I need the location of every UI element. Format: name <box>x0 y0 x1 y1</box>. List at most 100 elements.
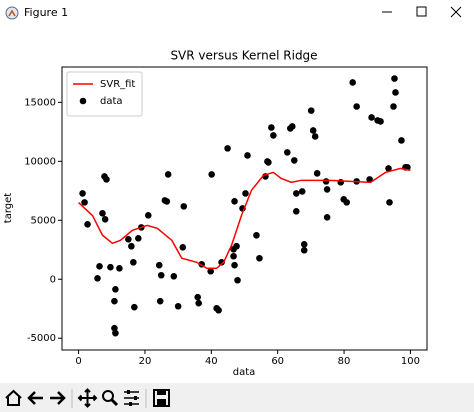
fit-line <box>78 167 411 270</box>
data-point <box>103 176 110 183</box>
data-point <box>107 263 114 271</box>
data-point <box>112 285 119 293</box>
x-tick-label: 40 <box>205 356 218 367</box>
data-point <box>309 127 317 134</box>
data-point <box>391 75 398 82</box>
data-point <box>233 242 240 250</box>
data-point <box>300 246 308 254</box>
data-point <box>323 186 331 193</box>
x-tick-label: 80 <box>338 356 351 367</box>
data-point <box>265 159 272 166</box>
app-icon <box>5 6 19 20</box>
data-point <box>111 297 118 305</box>
y-tick-label: 10000 <box>24 156 56 167</box>
maximize-button[interactable] <box>406 2 436 24</box>
title-bar <box>0 0 474 28</box>
data-point <box>96 262 103 270</box>
data-point <box>207 267 214 275</box>
data-point <box>385 165 392 172</box>
legend-label: data <box>100 96 123 107</box>
save-button[interactable] <box>151 387 172 409</box>
data-point <box>270 132 277 139</box>
data-point <box>398 137 405 144</box>
zoom-button[interactable] <box>99 387 120 409</box>
legend-label: SVR_fit <box>100 79 135 90</box>
data-point <box>135 235 142 242</box>
y-axis-label: target <box>3 193 14 223</box>
data-point <box>253 231 260 239</box>
data-point <box>288 123 296 130</box>
data-point <box>101 216 109 223</box>
data-point <box>244 152 251 159</box>
x-axis-label: data <box>233 367 256 378</box>
toolbar <box>0 383 474 412</box>
data-point <box>180 203 188 210</box>
data-point <box>268 124 275 131</box>
data-point <box>230 252 237 260</box>
data-point <box>163 198 171 205</box>
minimize-button[interactable] <box>372 2 402 24</box>
data-point <box>224 145 231 152</box>
x-tick-label: 20 <box>139 356 152 367</box>
pan-button[interactable] <box>77 387 98 409</box>
data-point <box>292 190 300 197</box>
data-point <box>111 324 118 332</box>
data-point <box>307 107 315 114</box>
legend-box <box>66 71 143 117</box>
data-point <box>322 178 330 185</box>
window-title: Figure 1 <box>24 6 68 19</box>
data-point <box>131 303 138 311</box>
data-point <box>313 170 321 177</box>
data-point <box>130 258 137 266</box>
data-point <box>84 221 91 228</box>
chart-title: SVR versus Kernel Ridge <box>170 49 317 63</box>
data-point <box>298 188 306 195</box>
data-point <box>349 79 356 86</box>
data-point <box>94 275 101 282</box>
data-point <box>116 264 123 272</box>
data-point <box>292 208 300 215</box>
data-point <box>377 118 384 125</box>
data-point <box>99 210 106 217</box>
y-tick-label: 0 <box>50 274 56 285</box>
configure-button[interactable] <box>121 387 142 409</box>
data-point <box>195 299 203 307</box>
x-tick-label: 60 <box>271 356 284 367</box>
close-button[interactable] <box>440 2 472 24</box>
y-tick-label: 5000 <box>31 215 56 226</box>
data-point <box>234 276 241 284</box>
home-button[interactable] <box>3 387 24 409</box>
data-point <box>208 171 215 178</box>
data-point <box>179 243 187 251</box>
data-point <box>290 157 298 164</box>
back-button[interactable] <box>25 387 46 409</box>
data-point <box>81 199 88 206</box>
forward-button[interactable] <box>47 387 68 409</box>
data-point <box>300 241 308 248</box>
data-point <box>392 89 399 96</box>
x-tick-label: 0 <box>75 356 81 367</box>
data-point <box>155 261 163 269</box>
y-tick-label: 15000 <box>24 97 56 108</box>
data-point <box>157 271 165 279</box>
data-point <box>231 261 238 269</box>
data-point <box>112 329 119 337</box>
data-point <box>284 149 291 156</box>
data-point <box>343 199 351 206</box>
data-point <box>194 293 202 301</box>
data-point <box>170 273 178 280</box>
data-point <box>144 212 152 219</box>
x-tick-label: 100 <box>401 356 420 367</box>
data-point <box>128 242 135 250</box>
plot-frame <box>61 66 428 351</box>
legend-marker <box>79 97 87 105</box>
data-point <box>174 302 182 310</box>
data-point <box>323 214 331 221</box>
data-point <box>218 258 225 266</box>
data-point <box>242 190 249 197</box>
data-point <box>353 103 360 110</box>
data-point <box>231 198 238 205</box>
